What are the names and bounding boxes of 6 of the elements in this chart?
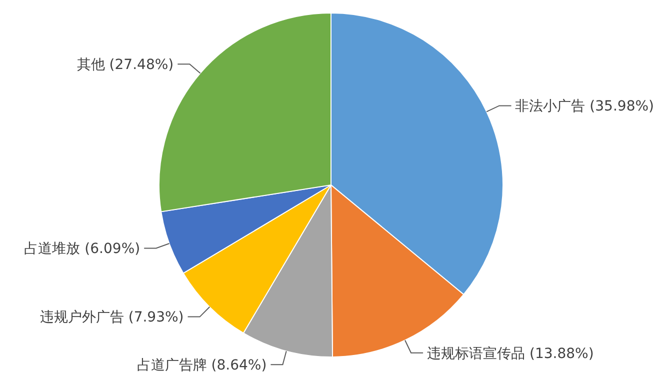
slice-label: 非法小广告 (35.98%) xyxy=(515,98,654,115)
slice-label: 占道堆放 (6.09%) xyxy=(24,241,140,258)
slice-label: 其他 (27.48%) xyxy=(76,57,174,74)
slice-label: 违规户外广告 (7.93%) xyxy=(40,310,184,326)
slice-label: 占道广告牌 (8.64%) xyxy=(136,358,267,374)
slice-label: 违规标语宣传品 (13.88%) xyxy=(427,346,594,362)
